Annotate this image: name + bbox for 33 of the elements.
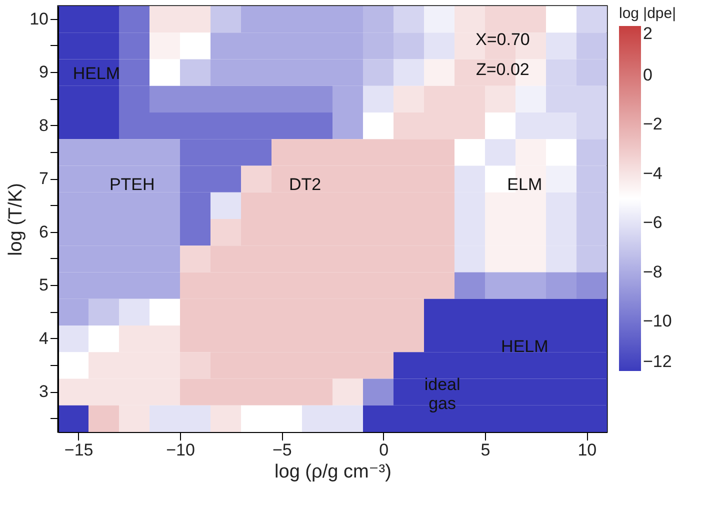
color-bar-label: −2 bbox=[643, 114, 662, 134]
color-bar-label: 0 bbox=[643, 65, 652, 84]
y-tick-label: 6 bbox=[39, 222, 48, 242]
annotation: ideal gas bbox=[424, 375, 460, 414]
y-tick-label: 7 bbox=[39, 169, 48, 188]
x-tick-label: 0 bbox=[379, 440, 389, 460]
annotation: PTEH bbox=[109, 174, 155, 194]
annotation: ELM bbox=[507, 174, 542, 194]
color-bar-label: −8 bbox=[643, 262, 662, 282]
x-tick-label: 10 bbox=[578, 440, 597, 460]
x-tick-label: −15 bbox=[64, 440, 94, 460]
y-tick-label: 3 bbox=[39, 382, 48, 402]
color-bar-label: −10 bbox=[643, 312, 672, 331]
color-bar-label: 2 bbox=[643, 24, 652, 43]
x-tick-label: −10 bbox=[166, 440, 195, 460]
color-bar-label: −6 bbox=[643, 213, 662, 232]
y-tick-label: 4 bbox=[39, 328, 48, 348]
y-tick-label: 8 bbox=[39, 116, 48, 135]
x-axis-title: log (ρ/g cm⁻³) bbox=[274, 462, 392, 482]
y-tick-label: 10 bbox=[30, 9, 48, 28]
color-bar-label: −4 bbox=[643, 164, 662, 183]
y-tick-label: 5 bbox=[39, 276, 48, 295]
annotation: Z=0.02 bbox=[476, 60, 530, 79]
y-tick-label: 9 bbox=[39, 62, 48, 82]
y-axis-title: log (T/K) bbox=[6, 183, 27, 256]
color-bar-title: log |dpe| bbox=[619, 5, 676, 22]
annotation: HELM bbox=[501, 336, 548, 356]
x-tick-label: 5 bbox=[480, 440, 490, 460]
color-bar-label: −12 bbox=[643, 352, 672, 371]
x-tick-label: −5 bbox=[272, 440, 292, 460]
annotation: HELM bbox=[72, 64, 120, 84]
annotation: DT2 bbox=[288, 174, 322, 194]
annotation: X=0.70 bbox=[476, 30, 530, 50]
